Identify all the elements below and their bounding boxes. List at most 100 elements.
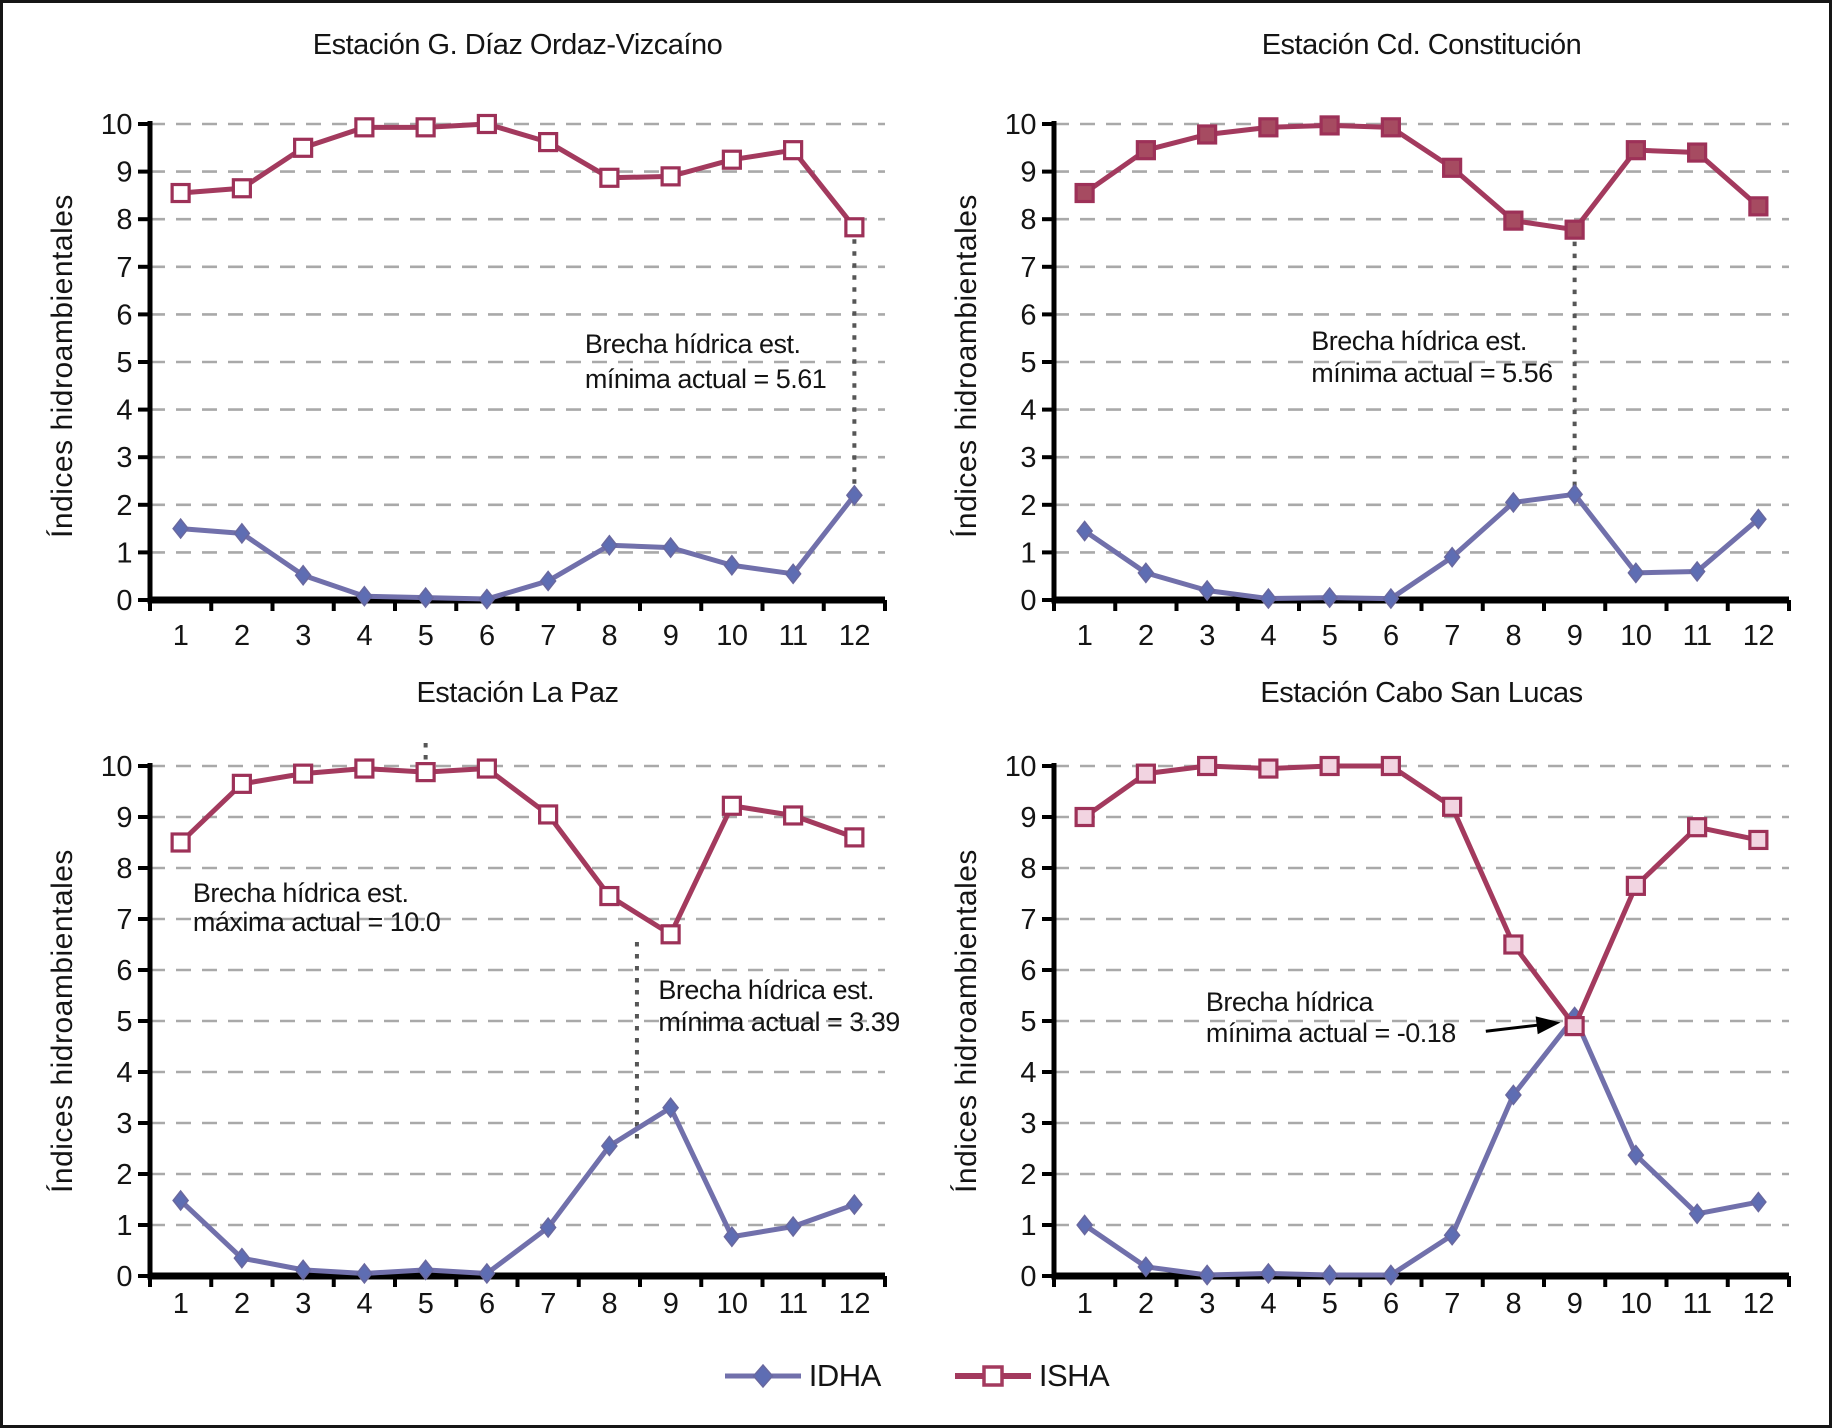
x-tick-label: 5 [1322, 1288, 1338, 1315]
x-tick-label: 10 [716, 620, 747, 652]
y-tick-label: 10 [101, 109, 132, 141]
y-tick-label: 0 [116, 1261, 132, 1293]
y-tick-label: 8 [1020, 204, 1036, 236]
y-tick-label: 10 [1005, 109, 1036, 141]
axes [1042, 763, 1791, 1287]
y-tick-label: 1 [116, 1210, 132, 1242]
y-tick-label: 7 [116, 252, 132, 284]
idha-marker [1198, 1264, 1216, 1286]
x-tick-label: 4 [1261, 1288, 1277, 1315]
isha-marker [1625, 140, 1646, 161]
y-tick-label: 8 [1020, 853, 1036, 885]
isha-marker [476, 113, 497, 135]
x-tick-label: 3 [1199, 620, 1215, 652]
x-tick-label: 3 [295, 620, 311, 652]
x-tick-label: 6 [479, 620, 495, 652]
axes [138, 121, 887, 611]
isha-marker [599, 885, 620, 907]
idha-marker [1504, 491, 1522, 514]
isha-marker [1748, 829, 1769, 851]
y-tick-label: 2 [1020, 1159, 1036, 1191]
isha-marker [1319, 755, 1340, 777]
idha-marker [417, 1259, 435, 1281]
x-tick-label: 9 [663, 1288, 679, 1315]
idha-marker [1443, 1224, 1461, 1246]
isha-marker [721, 149, 742, 170]
chart-panel-cd-constitucion: Estación Cd. Constitución Índices hidroa… [911, 7, 1827, 657]
y-tick-label: 6 [1020, 955, 1036, 987]
gridlines [150, 764, 885, 1227]
idha-marker [1749, 508, 1767, 530]
isha-series [170, 758, 865, 945]
annotation-text: mínima actual = -0.18 [1206, 1018, 1456, 1048]
y-tick-label: 6 [116, 299, 132, 331]
idha-marker [600, 1135, 618, 1157]
y-tick-label: 1 [116, 537, 132, 569]
y-tick-label: 9 [116, 157, 132, 189]
x-tick-label: 5 [418, 620, 434, 652]
chart-panel-la-paz: Estación La Paz Índices hidroambientales… [7, 665, 923, 1315]
idha-marker [355, 585, 373, 607]
x-tick-label: 12 [1743, 620, 1774, 652]
y-tick-labels: 0 1 2 3 4 5 6 7 8 9 10 [101, 109, 133, 617]
isha-marker [354, 117, 375, 138]
y-tick-labels: 0 1 2 3 4 5 6 7 8 9 10 [1005, 751, 1037, 1293]
isha-line [180, 121, 857, 229]
y-tick-label: 1 [1020, 1210, 1036, 1242]
y-tick-label: 5 [1020, 347, 1036, 379]
isha-marker [415, 762, 436, 783]
idha-marker [784, 563, 802, 585]
isha-legend-marker [954, 1365, 1031, 1387]
idha-series [1076, 483, 1767, 610]
isha-marker [170, 832, 191, 853]
legend: IDHA ISHA [3, 1341, 1829, 1411]
idha-marker [662, 536, 680, 559]
legend-item-idha: IDHA [723, 1358, 881, 1394]
y-tick-label: 0 [116, 585, 132, 617]
gridlines [150, 122, 885, 554]
x-tick-label: 7 [540, 620, 556, 652]
idha-marker [172, 1189, 190, 1212]
legend-item-isha: ISHA [953, 1358, 1110, 1394]
isha-series [170, 113, 865, 238]
x-tick-label: 2 [1138, 1288, 1154, 1315]
y-tick-label: 7 [1020, 252, 1036, 284]
x-tick-label: 6 [1383, 1288, 1399, 1315]
y-tick-label: 4 [116, 395, 132, 427]
gap-arrow-head [1535, 1016, 1561, 1035]
y-tick-label: 8 [116, 204, 132, 236]
x-tick-label: 5 [1322, 620, 1338, 652]
x-tick-labels: 1 2 3 4 5 6 7 8 9 10 11 12 [1077, 1288, 1775, 1315]
isha-marker [783, 805, 804, 826]
annotation-text: máxima actual = 10.0 [193, 907, 440, 937]
idha-marker [1443, 546, 1461, 568]
axes [1042, 121, 1791, 611]
idha-marker [1076, 1214, 1094, 1236]
x-tick-label: 9 [1567, 620, 1583, 652]
idha-marker [1259, 587, 1277, 610]
y-tick-labels: 0 1 2 3 4 5 6 7 8 9 10 [101, 751, 133, 1293]
gap-arrow-line [1485, 1023, 1539, 1033]
chart-panel-cabo-san-lucas: Estación Cabo San Lucas Índices hidroamb… [911, 665, 1827, 1315]
y-tick-label: 10 [1005, 751, 1036, 783]
isha-marker [1625, 875, 1646, 896]
idha-marker [1198, 579, 1216, 602]
x-tick-label: 12 [839, 1288, 870, 1315]
annotations: Brecha hídrica est.máxima actual = 10.0B… [193, 878, 900, 1037]
idha-marker [1627, 1144, 1645, 1166]
isha-line [178, 766, 856, 937]
annotations: Brecha hídrica est. mínima actual = 5.61 [585, 329, 827, 394]
x-tick-label: 8 [602, 1288, 618, 1315]
annotation-text: Brecha hídrica est. [585, 329, 801, 359]
y-tick-label: 3 [116, 442, 132, 474]
x-tick-label: 1 [1077, 620, 1093, 652]
idha-line [180, 493, 857, 602]
y-tick-labels: 0 1 2 3 4 5 6 7 8 9 10 [1005, 109, 1037, 617]
x-tick-label: 10 [1620, 620, 1651, 652]
chart-title: Estación La Paz [416, 677, 619, 709]
x-tick-label: 9 [1567, 1288, 1583, 1315]
idha-legend-marker [724, 1363, 801, 1389]
isha-marker [599, 167, 620, 188]
isha-marker [1442, 157, 1463, 178]
